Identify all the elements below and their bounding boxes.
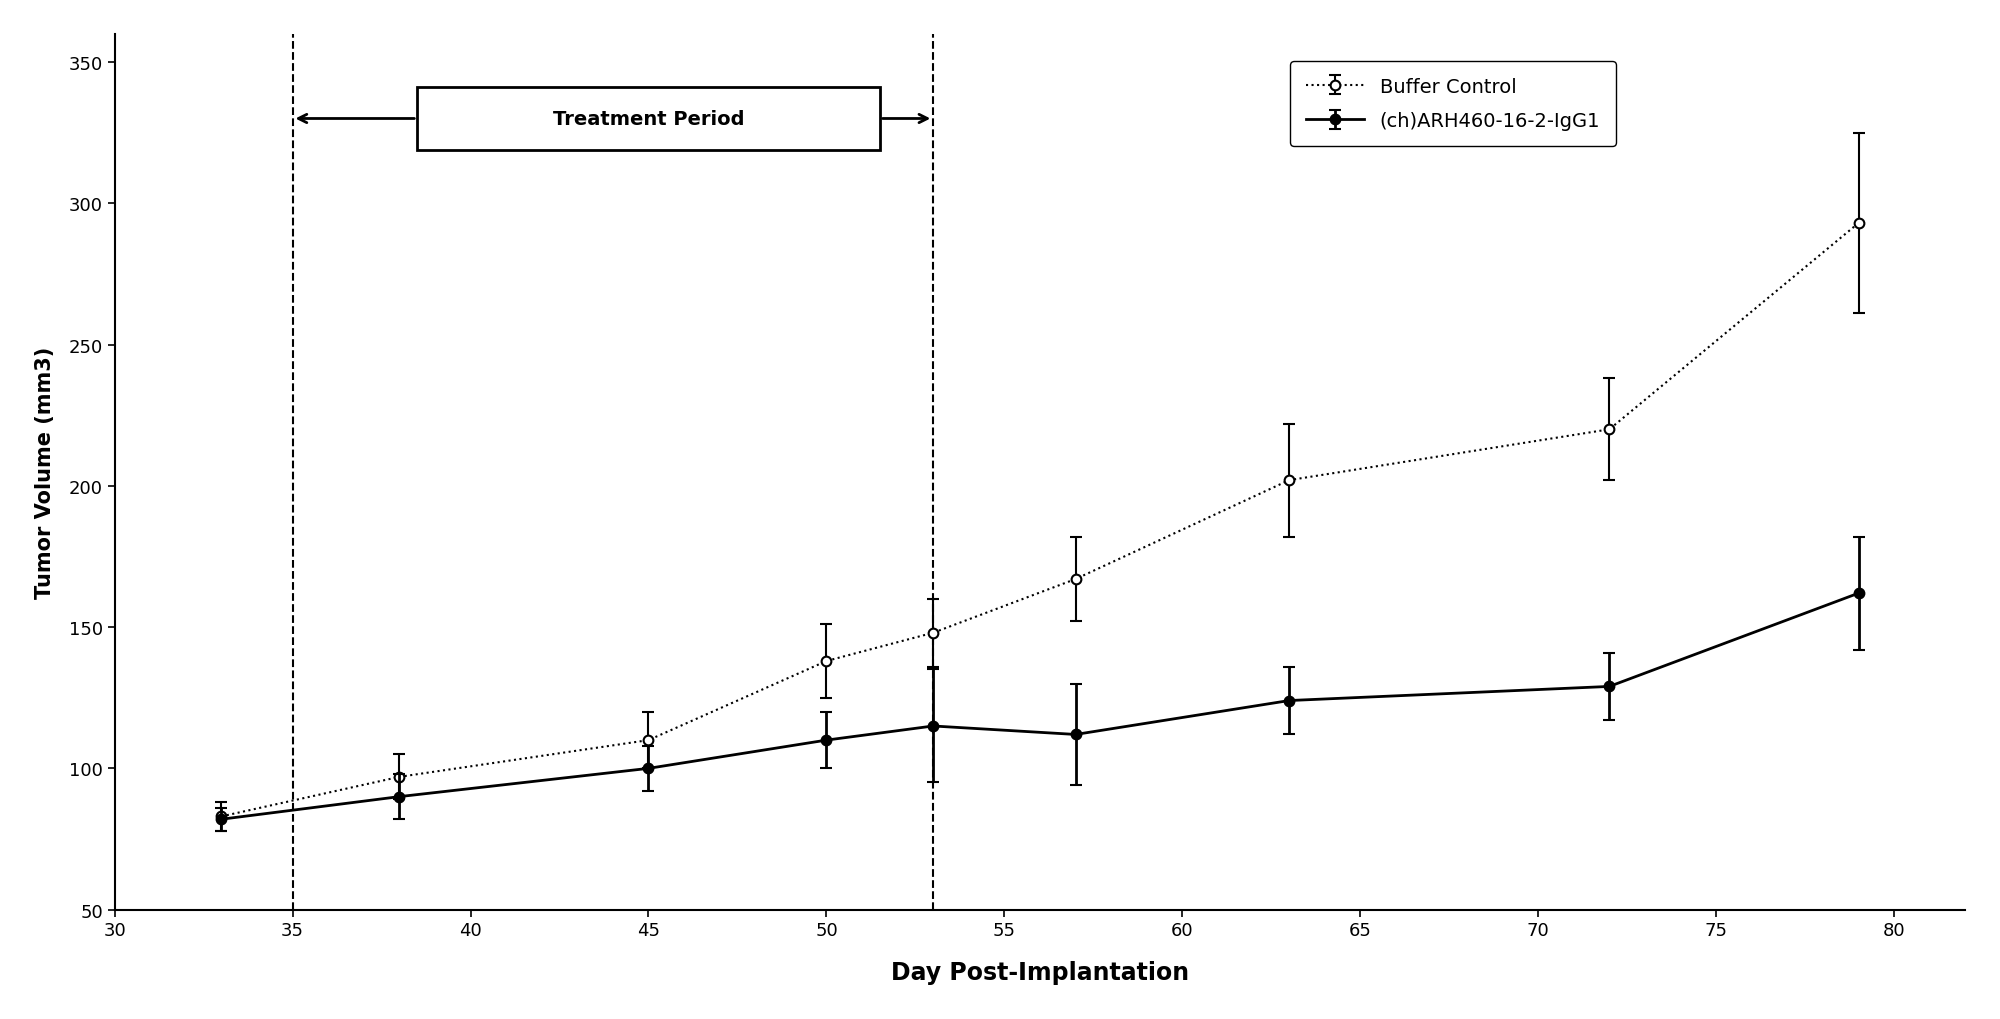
- Y-axis label: Tumor Volume (mm3): Tumor Volume (mm3): [34, 346, 54, 598]
- X-axis label: Day Post-Implantation: Day Post-Implantation: [890, 960, 1190, 984]
- Legend: Buffer Control, (ch)ARH460-16-2-IgG1: Buffer Control, (ch)ARH460-16-2-IgG1: [1290, 62, 1616, 147]
- Text: Treatment Period: Treatment Period: [552, 110, 744, 128]
- FancyBboxPatch shape: [418, 89, 880, 151]
